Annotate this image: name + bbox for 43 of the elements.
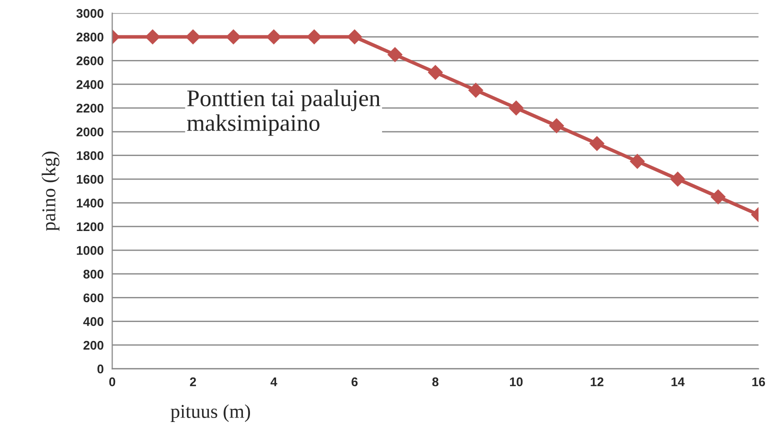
x-tick-label: 6 bbox=[352, 377, 358, 386]
x-tick-label: 8 bbox=[432, 377, 438, 386]
y-tick-label: 2000 bbox=[76, 128, 104, 136]
x-tick-label: 16 bbox=[752, 377, 766, 386]
x-tick-label: 4 bbox=[270, 378, 278, 386]
annotation: Ponttien tai paalujen maksimipaino bbox=[187, 90, 380, 136]
y-axis-title: paino (kg) bbox=[42, 152, 60, 231]
y-tick-label: 200 bbox=[83, 340, 104, 350]
y-tick-label: 3000 bbox=[76, 8, 104, 18]
y-tick-label: 1800 bbox=[76, 151, 104, 160]
x-axis-title: pituus (m) bbox=[170, 404, 250, 422]
y-tick-label: 2600 bbox=[76, 56, 104, 66]
y-tick-label: 1600 bbox=[76, 174, 104, 184]
point bbox=[710, 189, 726, 204]
x-tick-label: 14 bbox=[672, 378, 685, 386]
x-tick-label: 10 bbox=[510, 377, 523, 386]
point bbox=[306, 29, 322, 44]
y-tick-label: 600 bbox=[84, 293, 104, 302]
point bbox=[388, 47, 402, 62]
point bbox=[670, 172, 686, 187]
y-tick-label: 800 bbox=[83, 270, 104, 279]
x-tick-label: 2 bbox=[190, 377, 196, 386]
y-tick-label: 2200 bbox=[76, 104, 104, 113]
point bbox=[145, 29, 160, 44]
point bbox=[549, 118, 564, 134]
point bbox=[428, 65, 443, 80]
point bbox=[508, 100, 524, 116]
point bbox=[590, 136, 604, 151]
x-tick-label: 12 bbox=[590, 377, 604, 386]
y-tick-label: 1400 bbox=[76, 198, 104, 208]
y-tick-label: 2400 bbox=[76, 80, 104, 89]
y-tick-label: 2800 bbox=[76, 32, 104, 42]
point bbox=[186, 29, 200, 44]
y-tick-label: 1200 bbox=[76, 222, 104, 232]
point bbox=[468, 82, 484, 98]
y-tick-label: 400 bbox=[83, 317, 104, 326]
point bbox=[226, 29, 241, 44]
point bbox=[266, 29, 282, 44]
point bbox=[630, 154, 645, 169]
x-tick-label: 0 bbox=[109, 377, 116, 386]
y-tick-label: 1000 bbox=[76, 246, 104, 255]
y-tick-label: 0 bbox=[97, 364, 104, 374]
point bbox=[347, 29, 362, 44]
